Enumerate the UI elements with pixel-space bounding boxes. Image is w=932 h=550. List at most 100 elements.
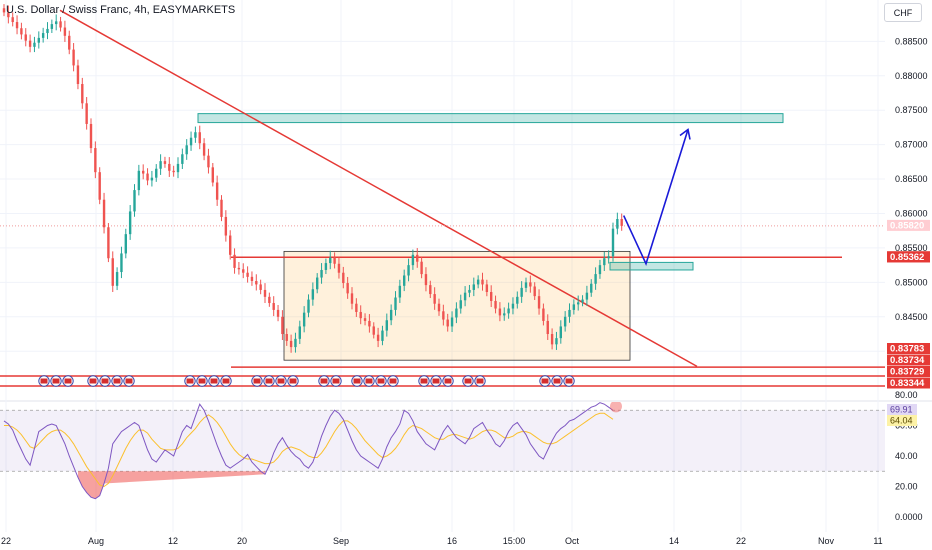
candle-body: [89, 123, 93, 149]
candle-body: [359, 311, 362, 319]
resistance-zone[interactable]: [197, 113, 784, 124]
candle-body: [289, 340, 293, 348]
candle-body: [446, 319, 449, 327]
candle-body: [11, 17, 14, 23]
flag-stripe: [277, 378, 285, 384]
candle-body: [294, 338, 297, 348]
candle-body: [542, 308, 545, 321]
candle-body: [255, 280, 258, 285]
candle-body: [307, 299, 310, 313]
candle-body: [368, 320, 371, 327]
currency-button[interactable]: CHF: [884, 3, 922, 22]
candle-body: [550, 334, 554, 345]
flag-stripe: [52, 378, 60, 384]
candle-body: [329, 257, 332, 264]
candle-body: [420, 261, 423, 275]
flag-stripe: [444, 378, 452, 384]
candle-body: [46, 28, 49, 34]
candle-body: [585, 292, 589, 300]
rsi-band: [0, 410, 885, 472]
candle-body: [133, 190, 136, 212]
candle-body: [555, 338, 558, 345]
rsi-value-tag-label: 69.91: [890, 405, 913, 415]
candle-body: [320, 269, 323, 278]
flag-stripe: [476, 378, 484, 384]
flag-stripe: [464, 378, 472, 384]
descending-trendline[interactable]: [59, 9, 698, 368]
retest-zone[interactable]: [609, 261, 694, 271]
candle-body: [2, 8, 6, 13]
flag-stripe: [541, 378, 549, 384]
candle-body: [281, 316, 284, 335]
candle-body: [15, 22, 19, 29]
flag-stripe: [186, 378, 194, 384]
candle-body: [172, 170, 175, 173]
time-tick-label: 11: [873, 536, 882, 546]
price-tag-bg: [887, 219, 930, 231]
price-tag: 0.83729: [887, 366, 930, 378]
price-tag-label: 0.85362: [890, 252, 924, 263]
candle-body: [342, 272, 345, 284]
rsi-tick-label: 80.00: [895, 390, 918, 400]
price-tick-label: 0.86500: [895, 174, 928, 184]
candle-body: [376, 334, 380, 341]
rsi-tick-label: 40.00: [895, 451, 918, 461]
candle-body: [620, 219, 623, 226]
price-tick-label: 0.88500: [895, 36, 928, 46]
flag-stripe: [64, 378, 72, 384]
rsi-value-tag-bg: [887, 415, 917, 426]
candle-body: [494, 300, 497, 309]
candle-body: [398, 285, 402, 298]
candle-body: [246, 272, 249, 277]
price-tag-label: 0.85820: [890, 220, 924, 231]
candle-body: [407, 265, 410, 276]
candle-body: [207, 155, 210, 168]
rsi-line[interactable]: [3, 402, 614, 500]
candle-body: [124, 234, 127, 254]
flag-stripe: [365, 378, 373, 384]
rsi-value-tag-label: 64.04: [890, 416, 913, 426]
candle-body: [268, 296, 271, 304]
price-tick-label: 0.86000: [895, 208, 928, 218]
flag-stripe: [210, 378, 218, 384]
candle-body: [389, 309, 393, 321]
rsi-signal-line[interactable]: [4, 412, 614, 488]
candle-body: [176, 163, 180, 173]
candle-body: [55, 21, 58, 25]
candle-body: [442, 311, 445, 320]
candle-body: [437, 303, 441, 312]
range-box[interactable]: [283, 250, 631, 361]
flag-stripe: [198, 378, 206, 384]
candle-body: [411, 254, 415, 266]
time-tick-label: 22: [736, 536, 746, 546]
candle-body: [28, 40, 32, 47]
candle-body: [603, 258, 606, 266]
time-tick-label: Oct: [565, 536, 580, 546]
candle-body: [63, 27, 67, 36]
candle-body: [198, 132, 201, 144]
candle-body: [463, 292, 467, 301]
candle-body: [202, 143, 206, 156]
time-tick-label: Sep: [333, 536, 349, 546]
candle-body: [68, 35, 71, 50]
candle-body: [285, 334, 288, 341]
candle-body: [611, 228, 615, 257]
candle-body: [276, 309, 280, 317]
candle-body: [459, 300, 462, 309]
candle-body: [259, 284, 262, 290]
projection-arrow[interactable]: [622, 129, 689, 266]
candle-body: [394, 297, 397, 310]
candle-body: [381, 330, 384, 341]
candle-body: [7, 12, 10, 18]
candle-body: [211, 167, 214, 183]
flag-stripe: [389, 378, 397, 384]
candle-body: [159, 161, 162, 169]
price-tag: 0.83344: [887, 377, 930, 389]
candle-body: [503, 313, 506, 316]
candle-body: [520, 287, 523, 297]
candle-body: [237, 267, 241, 270]
flag-stripe: [432, 378, 440, 384]
candle-body: [272, 303, 275, 310]
